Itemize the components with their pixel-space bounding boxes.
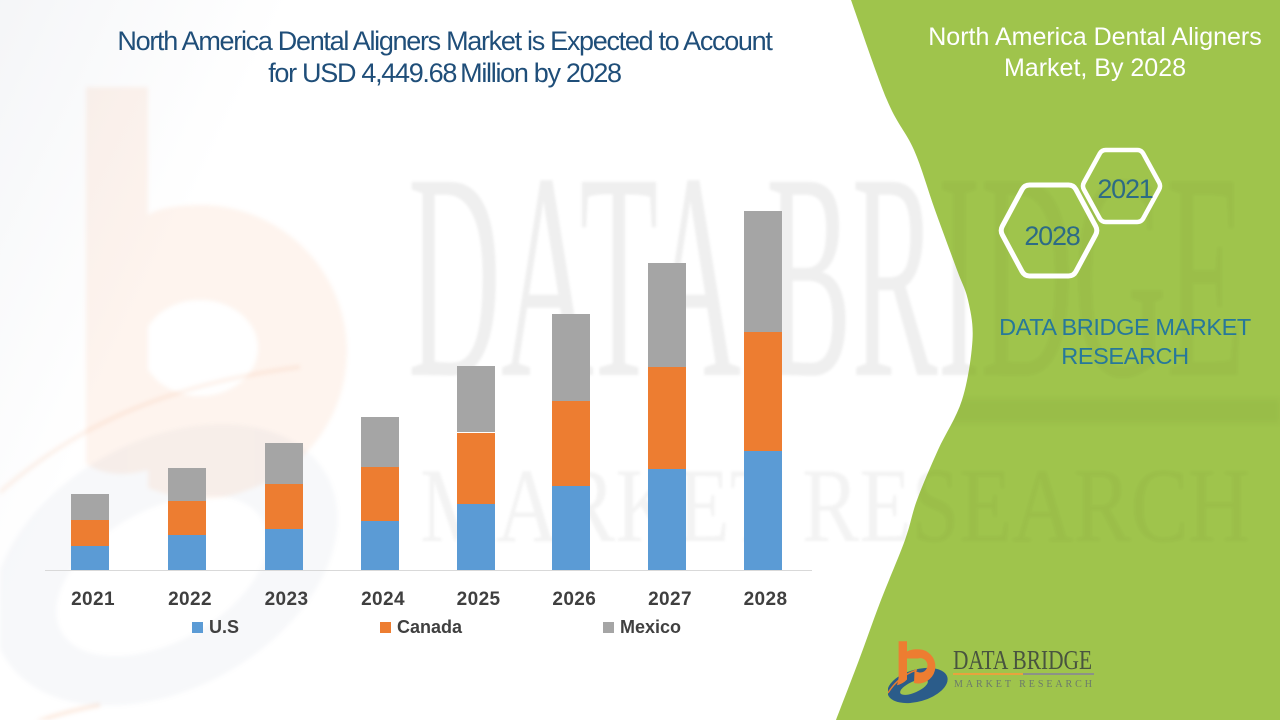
- svg-text:DATA BRIDGE: DATA BRIDGE: [953, 645, 1092, 675]
- svg-text:MARKET RESEARCH: MARKET RESEARCH: [954, 679, 1092, 690]
- svg-text:MARKET RESEARCH: MARKET RESEARCH: [420, 447, 1250, 564]
